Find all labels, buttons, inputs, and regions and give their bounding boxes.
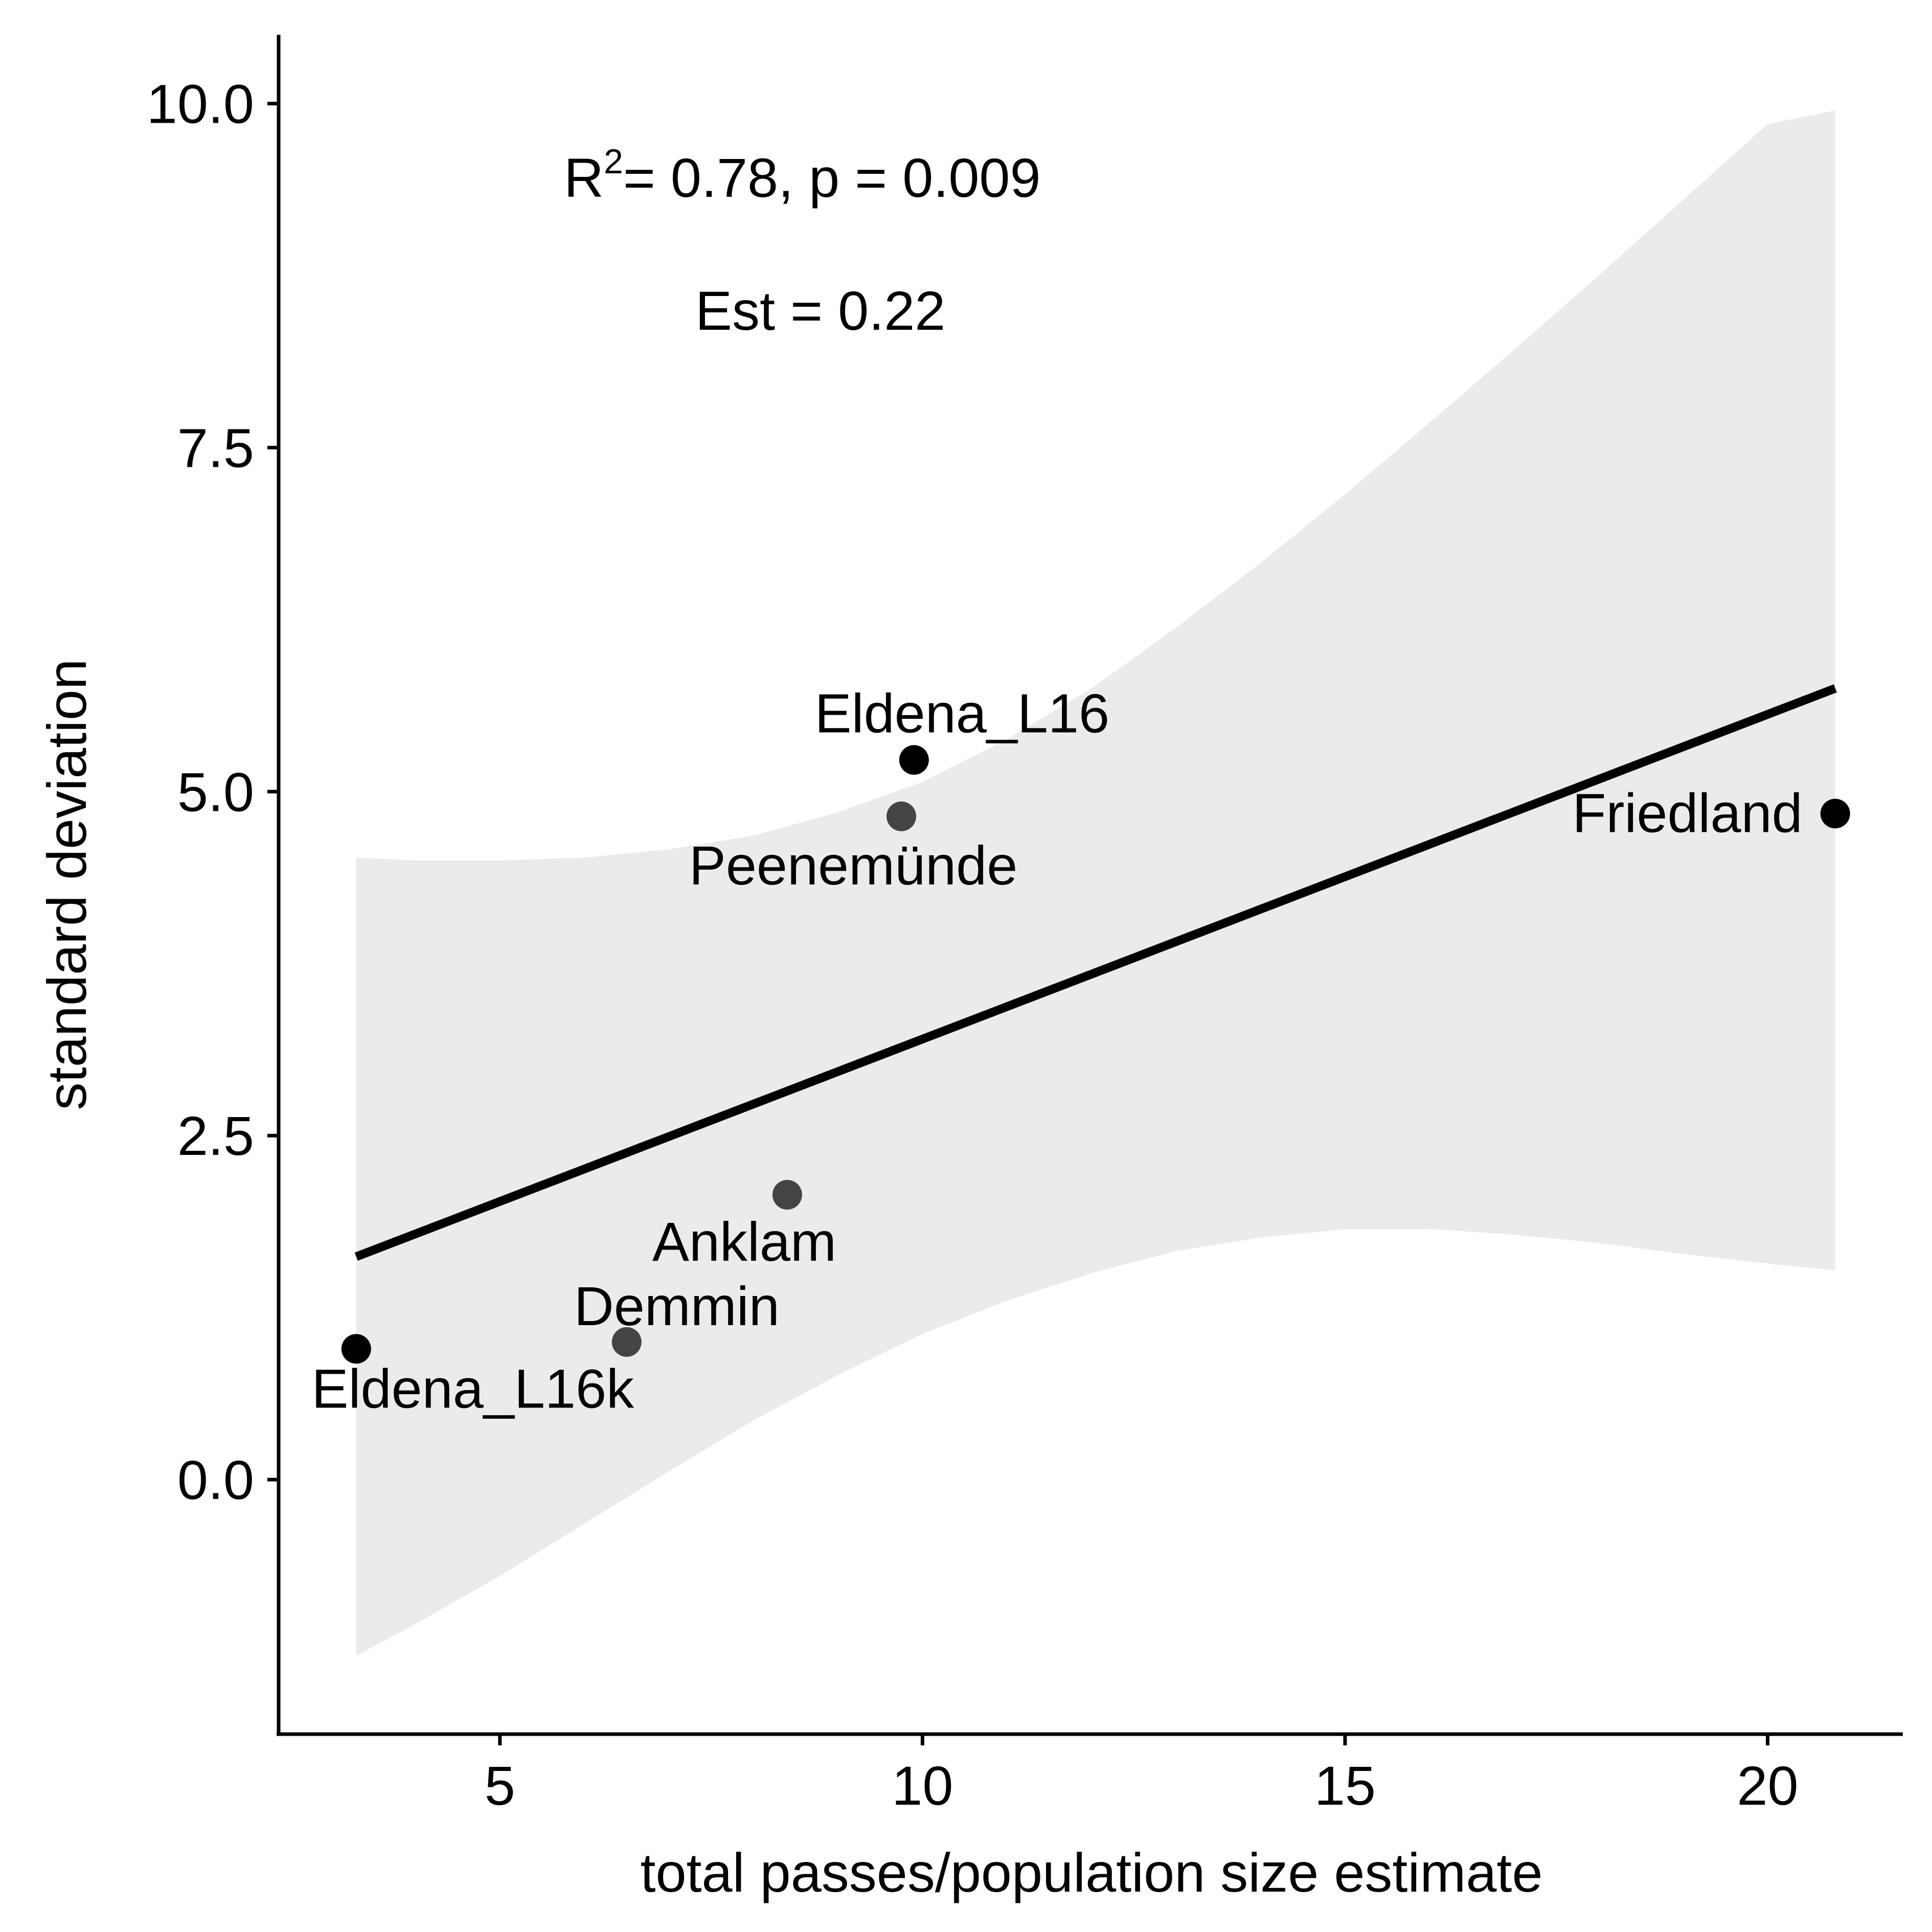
data-point-eldena-l16: [899, 745, 929, 775]
y-axis-label: standard deviation: [36, 659, 98, 1110]
x-tick-label: 20: [1737, 1755, 1798, 1816]
point-label: Peenemünde: [689, 834, 1018, 896]
y-tick-label: 0.0: [177, 1449, 254, 1511]
y-tick-label: 10.0: [147, 73, 254, 135]
point-label: Eldena_L16: [815, 682, 1110, 744]
r-squared-superscript: 2: [604, 142, 623, 181]
point-label: Anklam: [652, 1211, 836, 1272]
point-label: Eldena_L16k: [312, 1357, 635, 1419]
r-squared-values: = 0.78, p = 0.009: [623, 147, 1041, 209]
y-axis-ticks: 0.0 2.5 5.0 7.5 10.0: [147, 73, 279, 1511]
regression-line: [354, 684, 1837, 1261]
x-tick-label: 10: [892, 1755, 953, 1816]
y-tick-label: 2.5: [177, 1105, 254, 1167]
x-axis-ticks: 5 10 15 20: [485, 1734, 1799, 1816]
x-tick-label: 15: [1314, 1755, 1376, 1816]
point-label: Demmin: [574, 1275, 780, 1337]
confidence-band: [356, 110, 1835, 1656]
data-points: [341, 745, 1850, 1364]
estimate-annotation: Est = 0.22: [695, 280, 945, 342]
point-label: Friedland: [1573, 782, 1803, 844]
r-squared-annotation: R2= 0.78, p = 0.009: [564, 142, 1041, 209]
y-tick-label: 5.0: [177, 761, 254, 823]
data-point-demmin: [611, 1327, 642, 1357]
r-squared-base: R: [564, 147, 604, 209]
data-point-eldena-l16k: [341, 1334, 371, 1364]
data-point-anklam: [772, 1179, 802, 1210]
x-axis-label: total passes/population size estimate: [640, 1842, 1542, 1903]
data-point-peenem-nde: [887, 801, 917, 831]
y-tick-label: 7.5: [177, 417, 254, 479]
x-tick-label: 5: [485, 1755, 515, 1816]
data-point-friedland: [1820, 799, 1850, 829]
